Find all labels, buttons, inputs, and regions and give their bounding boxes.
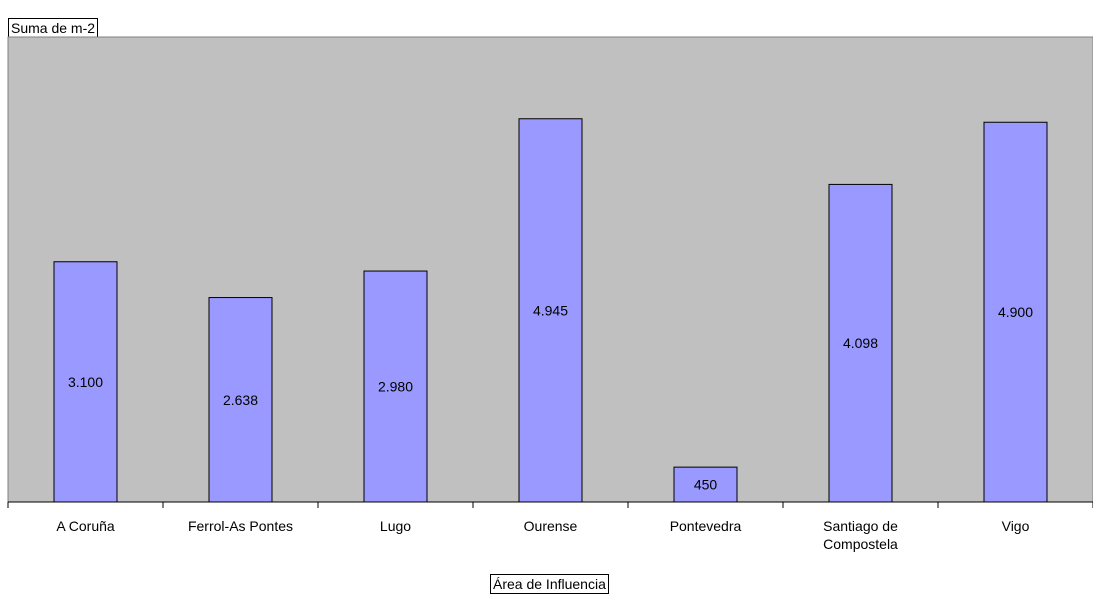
bars-layer: 3.100 2.638 2.980 4.945 450 4.098 4.900 [53,118,1048,503]
x-tick-label: Santiago de [823,518,898,534]
bar[interactable] [983,121,1048,503]
bar[interactable] [828,183,893,503]
bar-data-label: 3.100 [68,374,103,390]
axis-field-button[interactable]: Área de Influencia [490,574,609,594]
x-tick-label: Ferrol-As Pontes [188,518,293,534]
x-tick-label: Lugo [380,518,411,534]
x-axis-ticks [7,502,1093,508]
x-tick-label: Pontevedra [670,518,742,534]
bar-data-label: 450 [694,477,718,493]
bar[interactable] [518,118,583,503]
bar[interactable] [53,261,118,503]
bar-data-label: 2.638 [223,392,258,408]
x-tick-label: Ourense [524,518,578,534]
bar[interactable] [673,466,738,503]
bar-data-label: 2.980 [378,379,413,395]
x-tick-label: Vigo [1002,518,1030,534]
x-axis-tick-labels: A Coruña Ferrol-As Pontes Lugo Ourense Ponte… [56,518,1029,552]
bar-data-label: 4.900 [998,304,1033,320]
bar-data-label: 4.945 [533,302,568,318]
x-tick-label: Compostela [823,536,898,552]
bar[interactable] [363,270,428,503]
x-tick-label: A Coruña [56,518,115,534]
bar[interactable] [208,297,273,503]
bar-data-label: 4.098 [843,335,878,351]
data-field-button[interactable]: Suma de m-2 [8,18,99,38]
